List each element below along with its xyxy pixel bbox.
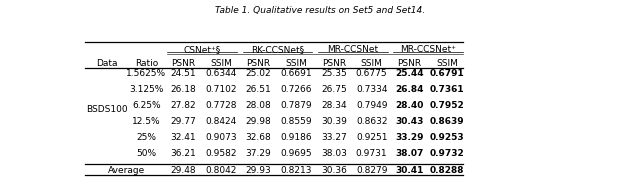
Text: PSNR: PSNR <box>322 59 346 68</box>
Text: 0.9186: 0.9186 <box>280 133 312 142</box>
Text: 0.8288: 0.8288 <box>430 166 464 175</box>
Text: Ratio: Ratio <box>135 59 158 68</box>
Text: 1.5625%: 1.5625% <box>127 69 166 78</box>
Text: 25.35: 25.35 <box>321 69 347 78</box>
Text: 25.02: 25.02 <box>246 69 271 78</box>
Text: MR-CCSNet⁺: MR-CCSNet⁺ <box>400 45 456 54</box>
Text: 0.9251: 0.9251 <box>356 133 387 142</box>
Text: 32.41: 32.41 <box>170 133 196 142</box>
Text: 0.6344: 0.6344 <box>205 69 237 78</box>
Text: 38.07: 38.07 <box>395 149 424 158</box>
Text: 0.7334: 0.7334 <box>356 85 387 94</box>
Text: 0.7879: 0.7879 <box>280 101 312 110</box>
Text: 0.7361: 0.7361 <box>429 85 465 94</box>
Text: Table 1. Qualitative results on Set5 and Set14.: Table 1. Qualitative results on Set5 and… <box>215 6 425 15</box>
Text: 29.93: 29.93 <box>246 166 271 175</box>
Text: 32.68: 32.68 <box>246 133 271 142</box>
Text: Data: Data <box>96 59 118 68</box>
Text: SSIM: SSIM <box>285 59 307 68</box>
Text: 26.51: 26.51 <box>246 85 271 94</box>
Text: 30.36: 30.36 <box>321 166 347 175</box>
Text: 25.44: 25.44 <box>395 69 424 78</box>
Text: SSIM: SSIM <box>210 59 232 68</box>
Text: Average: Average <box>108 166 145 175</box>
Text: 12.5%: 12.5% <box>132 117 161 126</box>
Text: 0.9695: 0.9695 <box>280 149 312 158</box>
Text: 0.8559: 0.8559 <box>280 117 312 126</box>
Text: 0.7728: 0.7728 <box>205 101 237 110</box>
Text: MR-CCSNet: MR-CCSNet <box>327 45 378 54</box>
Text: 0.8213: 0.8213 <box>280 166 312 175</box>
Text: 29.77: 29.77 <box>170 117 196 126</box>
Text: PSNR: PSNR <box>171 59 195 68</box>
Text: 25%: 25% <box>136 133 156 142</box>
Text: 28.34: 28.34 <box>321 101 347 110</box>
Text: 33.29: 33.29 <box>395 133 424 142</box>
Text: 30.41: 30.41 <box>395 166 424 175</box>
Text: 28.08: 28.08 <box>246 101 271 110</box>
Text: BSDS100: BSDS100 <box>86 105 127 114</box>
Text: 0.9073: 0.9073 <box>205 133 237 142</box>
Text: 29.48: 29.48 <box>170 166 196 175</box>
Text: 0.8424: 0.8424 <box>205 117 237 126</box>
Text: 0.7266: 0.7266 <box>280 85 312 94</box>
Text: 26.18: 26.18 <box>170 85 196 94</box>
Text: PSNR: PSNR <box>397 59 421 68</box>
Text: 37.29: 37.29 <box>246 149 271 158</box>
Text: 6.25%: 6.25% <box>132 101 161 110</box>
Text: 27.82: 27.82 <box>170 101 196 110</box>
Text: 26.75: 26.75 <box>321 85 347 94</box>
Text: 0.6775: 0.6775 <box>356 69 387 78</box>
Text: 3.125%: 3.125% <box>129 85 164 94</box>
Text: 24.51: 24.51 <box>170 69 196 78</box>
Text: 0.6691: 0.6691 <box>280 69 312 78</box>
Text: 0.8279: 0.8279 <box>356 166 387 175</box>
Text: 33.27: 33.27 <box>321 133 347 142</box>
Text: 0.9582: 0.9582 <box>205 149 237 158</box>
Text: 0.9253: 0.9253 <box>429 133 465 142</box>
Text: PSNR: PSNR <box>246 59 271 68</box>
Text: 29.98: 29.98 <box>246 117 271 126</box>
Text: 0.7102: 0.7102 <box>205 85 237 94</box>
Text: 50%: 50% <box>136 149 157 158</box>
Text: 0.8632: 0.8632 <box>356 117 387 126</box>
Text: SSIM: SSIM <box>436 59 458 68</box>
Text: 0.7949: 0.7949 <box>356 101 387 110</box>
Text: 30.43: 30.43 <box>395 117 424 126</box>
Text: CSNet⁺§: CSNet⁺§ <box>184 45 221 54</box>
Text: 0.7952: 0.7952 <box>429 101 465 110</box>
Text: 26.84: 26.84 <box>395 85 424 94</box>
Text: 38.03: 38.03 <box>321 149 347 158</box>
Text: 28.40: 28.40 <box>395 101 424 110</box>
Text: 0.6791: 0.6791 <box>429 69 465 78</box>
Text: RK-CCSNet§: RK-CCSNet§ <box>251 45 304 54</box>
Text: 30.39: 30.39 <box>321 117 347 126</box>
Text: SSIM: SSIM <box>361 59 383 68</box>
Text: 0.8042: 0.8042 <box>205 166 237 175</box>
Text: 0.8639: 0.8639 <box>429 117 465 126</box>
Text: 0.9731: 0.9731 <box>356 149 387 158</box>
Text: 36.21: 36.21 <box>170 149 196 158</box>
Text: 0.9732: 0.9732 <box>429 149 465 158</box>
